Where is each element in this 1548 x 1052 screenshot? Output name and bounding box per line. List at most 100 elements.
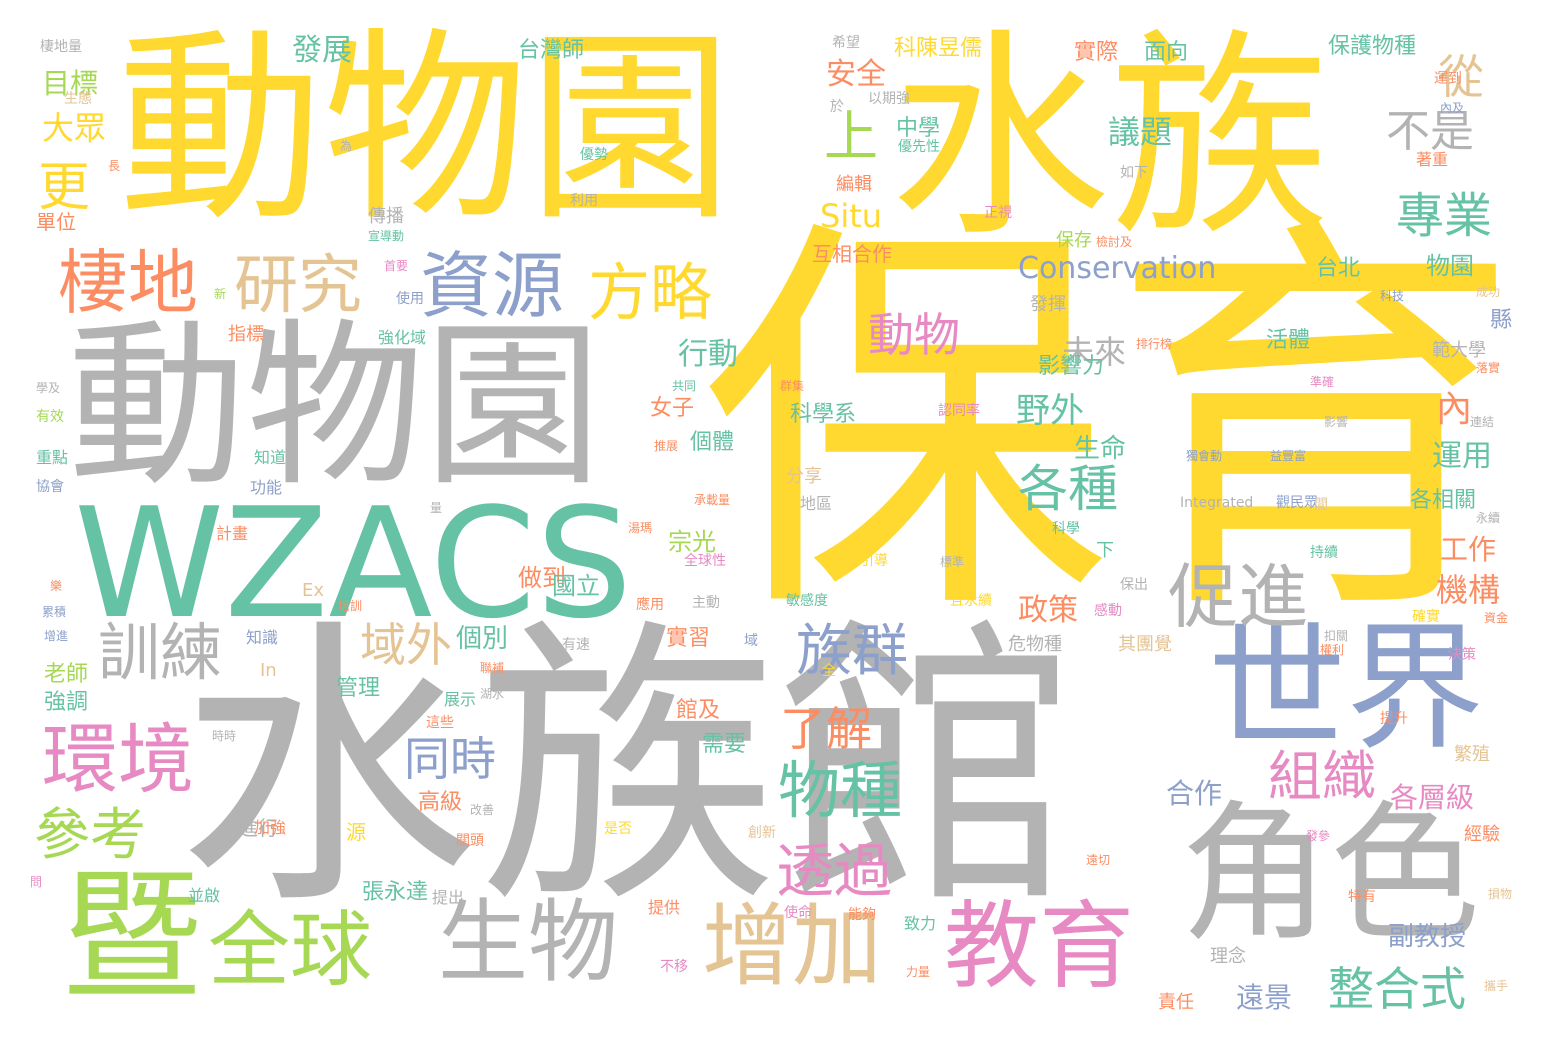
- word-liaojie: 了解: [780, 702, 872, 756]
- word-zhongxue: 中學: [896, 116, 941, 141]
- word-lianbu: 聯補: [480, 661, 505, 675]
- word-kechenyuru: 科陳昱儒: [894, 36, 983, 61]
- word-gongneng: 功能: [250, 478, 283, 497]
- word-fujiaoshou: 副教授: [1388, 922, 1467, 952]
- word-quanqiu: 全球: [208, 903, 373, 998]
- word-huoti: 活體: [1266, 328, 1311, 353]
- word-tisheng: 提升: [1380, 711, 1408, 727]
- word-biaozhun: 標準: [940, 555, 965, 569]
- word-dongwuyuan-large: 動物園: [118, 11, 733, 249]
- word-fanzhi: 繁殖: [1454, 744, 1490, 765]
- word-tuizhan: 推展: [654, 439, 679, 453]
- word-xia: 下: [1096, 540, 1114, 561]
- word-zhongdian: 重點: [36, 448, 69, 467]
- word-zhidao: 知道: [254, 448, 287, 467]
- word-danwei: 單位: [36, 210, 76, 234]
- word-zuzhi: 組織: [1268, 745, 1376, 808]
- word-huxianghezuo: 互相合作: [812, 242, 892, 266]
- word-shouyao: 首要: [384, 259, 409, 273]
- word-hezuo: 合作: [1166, 777, 1223, 810]
- word-weiwuzhong: 危物種: [1008, 634, 1062, 655]
- word-jigou: 機構: [1436, 571, 1501, 609]
- word-liliang: 力量: [906, 965, 931, 979]
- word-tongshi: 同時: [404, 732, 496, 786]
- word-quanqiuxing: 全球性: [684, 553, 726, 569]
- word-wuzhong: 物種: [778, 754, 903, 827]
- word-fenxiang: 分享: [786, 466, 822, 487]
- word-shiming: 使命: [784, 905, 812, 921]
- word-shengming: 生命: [1074, 434, 1127, 464]
- word-guanminzhong: 觀民眾: [1276, 495, 1318, 511]
- word-gongxiang: 共享: [940, 242, 980, 266]
- word-xieshou: 攜手: [1484, 979, 1509, 993]
- word-bingqi: 並啟: [188, 886, 221, 905]
- word-zhili: 致力: [904, 914, 937, 933]
- word-yuan: 源: [346, 820, 366, 844]
- word-xuyao: 需要: [702, 732, 747, 757]
- word-yundao: 運到: [1434, 71, 1462, 87]
- word-peixun: 培訓: [338, 599, 363, 613]
- word-wzacs: WZACS: [74, 475, 633, 652]
- word-yindao: 引導: [860, 553, 888, 569]
- word-shiji: 實際: [1074, 40, 1119, 65]
- word-yingyong: 應用: [636, 597, 664, 613]
- word-nvzi: 女子: [650, 396, 695, 421]
- word-gongzuo: 工作: [1440, 533, 1497, 566]
- word-keji: 科技: [1380, 289, 1405, 303]
- word-jiaoyu: 教育: [944, 892, 1135, 1002]
- word-neiji: 內及: [1440, 101, 1465, 115]
- word-duhuidong: 獨會動: [1186, 449, 1223, 463]
- word-qiangdiao: 強調: [44, 690, 89, 715]
- word-qianghuayu: 強化域: [378, 328, 427, 347]
- word-quanli: 權利: [1320, 643, 1345, 657]
- word-qituanjue: 其團覺: [1118, 634, 1172, 655]
- word-yunyong: 運用: [1432, 439, 1492, 474]
- word-shuizu: 水族: [890, 10, 1331, 266]
- word-zhibiao: 指標: [228, 324, 264, 345]
- word-zuqun: 族群: [796, 619, 908, 684]
- word-dongwu: 動物: [868, 308, 960, 362]
- word-queshi: 確實: [1412, 609, 1440, 625]
- word-tigong: 提供: [648, 898, 681, 917]
- word-rentonglv: 認同率: [938, 403, 980, 419]
- word-zhexie: 這些: [426, 715, 454, 731]
- word-mubiao: 目標: [42, 67, 99, 100]
- word-xuandaodong: 宣導動: [368, 229, 405, 243]
- word-yifengfu: 益豐富: [1270, 449, 1307, 463]
- word-gexiangguan: 各相關: [1410, 488, 1477, 513]
- word-shang: 上: [824, 105, 878, 168]
- word-xian: 縣: [1490, 308, 1513, 333]
- word-yu: 於: [830, 99, 844, 115]
- word-chengzailiang: 承載量: [694, 493, 731, 507]
- word-nenggou: 能夠: [848, 907, 876, 923]
- word-zhanshi: 展示: [444, 690, 477, 709]
- word-zhishi: 知識: [246, 628, 279, 647]
- word-taibei: 台北: [1316, 256, 1361, 281]
- word-conservation: Conservation: [1018, 251, 1217, 286]
- word-zhunque: 準確: [1310, 375, 1335, 389]
- word-zengjin: 增進: [44, 629, 69, 643]
- word-chenggong: 成功: [1476, 285, 1501, 299]
- word-guanli: 管理: [336, 676, 381, 701]
- word-lianjie: 連結: [1470, 415, 1495, 429]
- word-tichu: 提出: [432, 888, 465, 907]
- word-xingdong: 行動: [678, 337, 738, 372]
- word-gandong: 感動: [1094, 603, 1122, 619]
- word-shengwu: 生物: [438, 890, 618, 995]
- word-baoyu: 保育: [700, 186, 1520, 664]
- word-gebie: 個別: [456, 624, 509, 654]
- word-gaishan: 改善: [470, 803, 495, 817]
- word-leiji: 累積: [42, 605, 67, 619]
- word-quan: 全: [822, 663, 836, 679]
- word-chuangxin: 創新: [748, 825, 776, 841]
- word-zuodao: 做到: [518, 564, 566, 592]
- word-gaoji: 高級: [418, 790, 463, 815]
- word-jinxing: 進行: [238, 816, 278, 840]
- word-teyou: 特有: [1348, 889, 1376, 905]
- word-linian: 理念: [1210, 946, 1246, 967]
- word-kouguan: 扣關: [1324, 629, 1349, 643]
- word-youshi: 優勢: [580, 147, 608, 163]
- word-shiyong: 使用: [396, 291, 424, 307]
- word-juece: 決策: [1448, 647, 1476, 663]
- word-shixi: 實習: [666, 626, 711, 651]
